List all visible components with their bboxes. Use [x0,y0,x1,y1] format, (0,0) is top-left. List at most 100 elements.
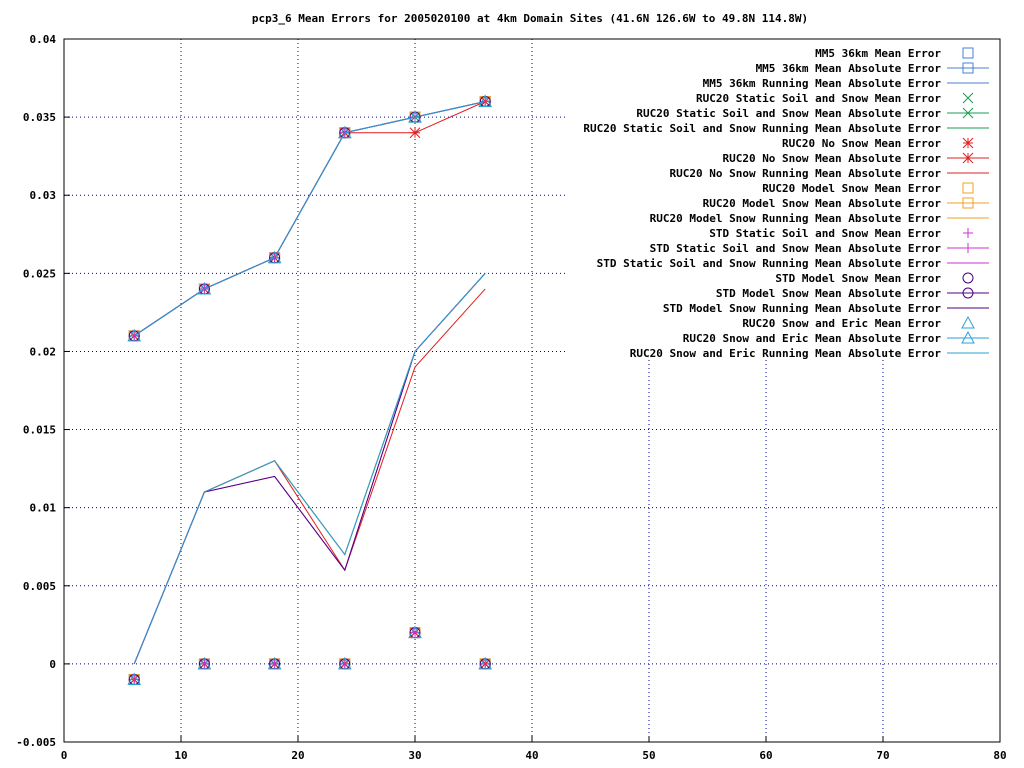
series-13 [129,96,491,341]
x-tick-label: 20 [291,749,304,762]
legend-marker-sample [962,197,974,209]
data-point [197,281,212,295]
legend-label: STD Static Soil and Snow Running Mean Ab… [597,257,942,270]
series-19 [127,94,493,342]
data-point [127,672,142,686]
legend-entry: RUC20 Static Soil and Snow Mean Absolute… [636,107,989,120]
x-tick-label: 0 [61,749,68,762]
legend-label: RUC20 Model Snow Mean Absolute Error [703,197,942,210]
legend-marker-sample [963,228,973,238]
legend-entry: STD Static Soil and Snow Running Mean Ab… [597,257,989,270]
legend-entry: RUC20 No Snow Mean Error [782,137,974,150]
series-18 [127,625,493,686]
legend-label: RUC20 Model Snow Running Mean Absolute E… [650,212,942,225]
legend-entry: STD Model Snow Mean Error [775,272,974,285]
series-line [133,288,486,665]
legend-entry: MM5 36km Mean Absolute Error [756,62,989,75]
series-line [133,272,486,665]
y-tick-label: 0.015 [23,424,56,437]
series-0 [128,627,491,686]
legend-entry: RUC20 Snow and Eric Mean Absolute Error [683,330,989,345]
series-12 [129,627,491,685]
legend-label: STD Static Soil and Snow Mean Absolute E… [650,242,942,255]
series-1 [128,95,491,342]
y-tick-label: 0.005 [23,580,56,593]
x-tick-label: 30 [408,749,421,762]
x-tick-label: 50 [642,749,655,762]
legend-marker-sample [962,92,974,104]
x-tick-label: 60 [759,749,772,762]
legend-label: MM5 36km Mean Error [815,47,941,60]
legend-marker-sample [963,243,973,253]
legend-label: RUC20 No Snow Mean Error [782,137,941,150]
axes-layer: 0 10 20 30 40 50 60 70 80 -0.005 0 0.005 0.01 0.015 0.… [16,33,1006,762]
legend-marker-sample [962,47,974,59]
legend-label: RUC20 Static Soil and Snow Mean Error [696,92,941,105]
series-7 [128,96,491,342]
series-4 [128,96,491,342]
legend-marker-sample [962,62,974,74]
x-tick-label: 40 [525,749,538,762]
data-point [267,250,282,264]
legend-entry: STD Static Soil and Snow Mean Error [709,227,973,240]
legend-label: RUC20 Static Soil and Snow Mean Absolute… [636,107,941,120]
y-tick-label: -0.005 [16,736,56,749]
grid-layer [64,39,1000,742]
series-9 [128,627,491,686]
legend-entry: MM5 36km Mean Error [815,47,974,60]
data-point [409,127,421,139]
legend-entry: STD Model Snow Mean Absolute Error [716,287,989,300]
y-tick-label: 0.03 [30,189,57,202]
legend-label: RUC20 No Snow Running Mean Absolute Erro… [669,167,941,180]
legend-label: STD Static Soil and Snow Mean Error [709,227,941,240]
data-point [478,94,493,107]
series-16 [128,95,491,342]
chart-title: pcp3_6 Mean Errors for 2005020100 at 4km… [252,12,808,25]
data-point [197,656,212,670]
plot-border [63,38,1001,743]
series-20 [133,272,486,665]
legend-entry: RUC20 Snow and Eric Running Mean Absolut… [630,347,989,360]
y-tick-label: 0.01 [30,502,57,515]
data-point [337,125,352,139]
legend-label: MM5 36km Mean Absolute Error [756,62,942,75]
series-15 [128,627,491,686]
legend-marker-sample [962,182,974,194]
legend-label: RUC20 Static Soil and Snow Running Mean … [583,122,941,135]
legend-entry: RUC20 Model Snow Mean Absolute Error [703,197,989,210]
y-tick-label: 0.02 [30,345,57,358]
legend-label: RUC20 No Snow Mean Absolute Error [722,152,941,165]
series-10 [128,95,491,342]
legend-entry: RUC20 Model Snow Mean Error [762,182,974,195]
data-point [267,656,282,670]
x-tick-label: 70 [876,749,889,762]
legend-label: RUC20 Snow and Eric Mean Error [742,317,941,330]
data-point [478,656,493,670]
legend-marker-sample [962,287,974,299]
legend-marker-sample [962,137,974,149]
legend-marker-sample [962,152,974,164]
legend-label: STD Model Snow Running Mean Absolute Err… [663,302,942,315]
y-tick-label: 0.04 [30,33,57,46]
data-point [127,328,142,342]
legend-label: STD Model Snow Mean Absolute Error [716,287,942,300]
legend-marker-sample [962,107,974,119]
legend-entry: RUC20 Snow and Eric Mean Error [742,315,975,330]
y-tick-label: 0 [49,658,56,671]
series-line [133,101,486,337]
legend-entry: RUC20 Static Soil and Snow Mean Error [696,92,974,105]
legend-entry: STD Static Soil and Snow Mean Absolute E… [650,242,989,255]
series-3 [128,627,491,685]
legend: MM5 36km Mean Error MM5 36km Mean Absolut… [583,47,989,360]
series-8 [133,288,486,665]
legend-entry: RUC20 Static Soil and Snow Running Mean … [583,122,989,135]
series-6 [128,627,491,685]
legend-label: STD Model Snow Mean Error [775,272,941,285]
data-point [408,110,422,123]
legend-label: RUC20 Snow and Eric Running Mean Absolut… [630,347,942,360]
legend-label: MM5 36km Running Mean Absolute Error [703,77,942,90]
y-tick-label: 0.035 [23,111,56,124]
x-tick-label: 80 [993,749,1006,762]
series-layer [127,94,493,686]
